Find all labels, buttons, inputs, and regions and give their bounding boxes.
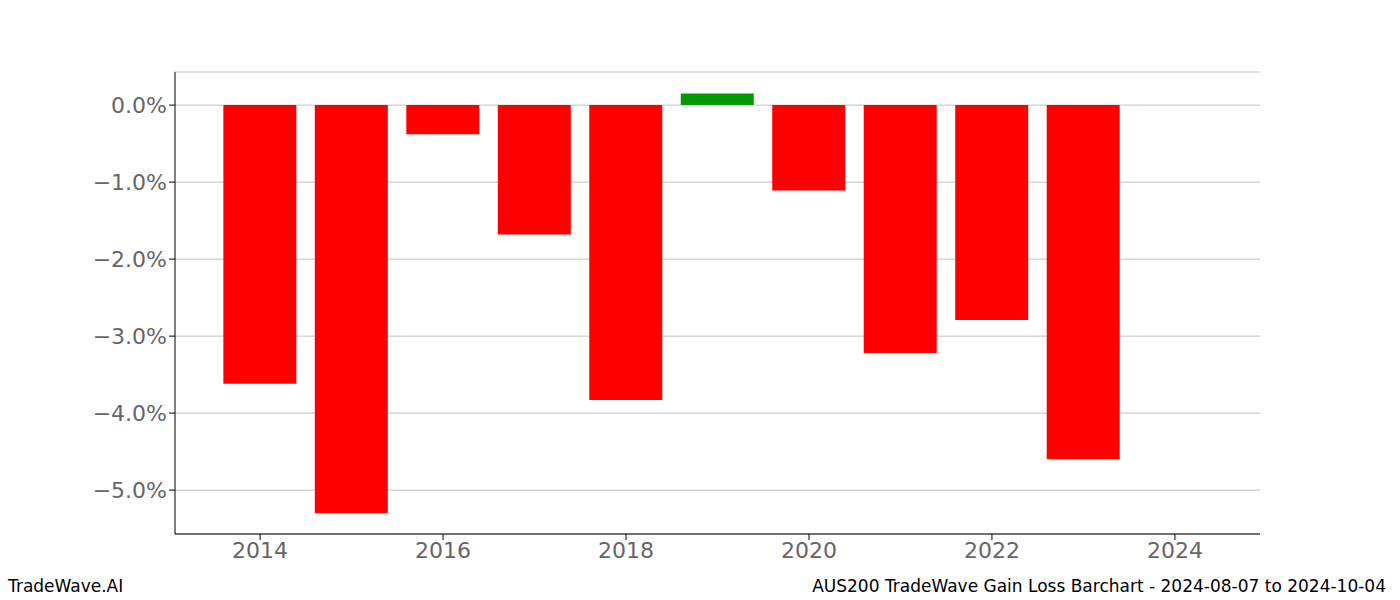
- svg-text:0.0%: 0.0%: [111, 93, 167, 118]
- svg-text:2016: 2016: [415, 538, 471, 563]
- svg-text:2024: 2024: [1147, 538, 1203, 563]
- svg-text:2014: 2014: [232, 538, 288, 563]
- svg-text:−5.0%: −5.0%: [93, 478, 167, 503]
- svg-text:−1.0%: −1.0%: [93, 170, 167, 195]
- svg-text:−4.0%: −4.0%: [93, 401, 167, 426]
- svg-text:−3.0%: −3.0%: [93, 324, 167, 349]
- svg-text:2020: 2020: [781, 538, 837, 563]
- html-text:AUS200 TradeWave Gain Loss Bar: AUS200 TradeWave Gain Loss Barchart - 20…: [812, 576, 1386, 596]
- svg-text:−2.0%: −2.0%: [93, 247, 167, 272]
- svg-text:2018: 2018: [598, 538, 654, 563]
- html-text:TradeWave.AI: TradeWave.AI: [8, 576, 124, 596]
- svg-text:2022: 2022: [964, 538, 1020, 563]
